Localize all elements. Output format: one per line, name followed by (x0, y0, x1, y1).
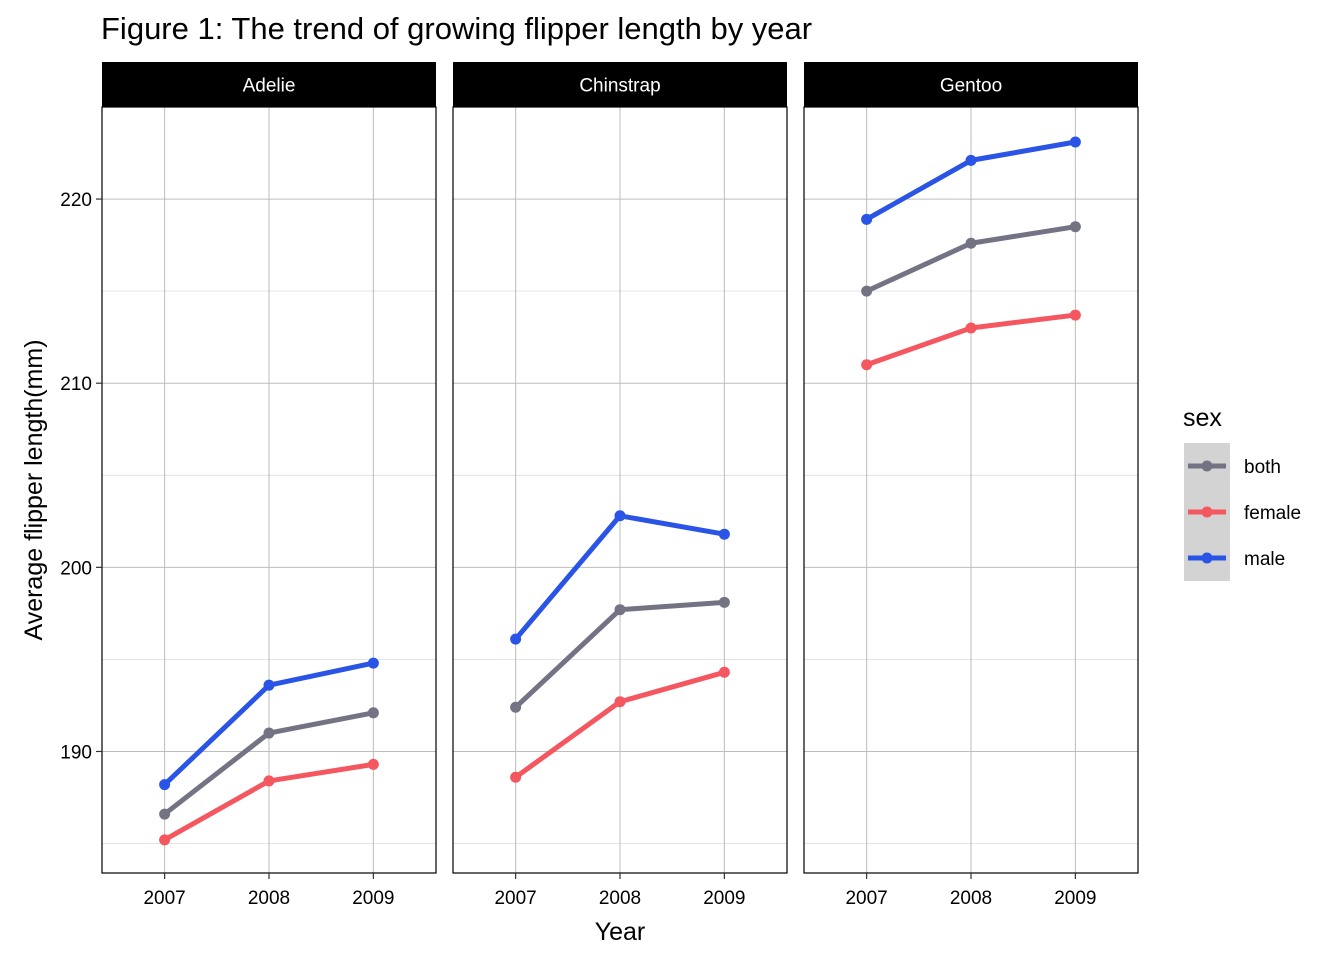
x-tick-label: 2007 (494, 888, 536, 909)
data-point-female (614, 696, 626, 708)
facet-panel-chinstrap: Chinstrap 2007 2008 2009 (452, 62, 788, 909)
data-point-female (965, 322, 977, 334)
chart-title: Figure 1: The trend of growing flipper l… (101, 11, 812, 46)
x-tick-label: 2009 (1054, 888, 1096, 909)
data-point-male (510, 633, 522, 645)
legend-label: female (1244, 503, 1301, 524)
legend-key-point (1201, 506, 1213, 518)
facet-panel-adelie: Adelie 2007 2008 2009 190 200 210 220 (60, 62, 437, 909)
data-point-female (510, 771, 522, 783)
data-point-both (510, 701, 522, 713)
y-tick-label: 220 (60, 190, 92, 211)
data-point-both (367, 707, 379, 719)
facet-strip-label: Adelie (243, 76, 296, 97)
data-point-male (159, 779, 171, 791)
x-tick-label: 2008 (599, 888, 641, 909)
y-tick-label: 200 (60, 558, 92, 579)
x-axis-title: Year (595, 918, 646, 946)
x-tick-label: 2008 (950, 888, 992, 909)
data-point-male (965, 154, 977, 166)
facet-panel-gentoo: Gentoo 2007 2008 2009 (803, 62, 1139, 909)
legend-title: sex (1183, 404, 1222, 432)
data-point-female (263, 775, 275, 787)
facet-strip (453, 62, 787, 107)
data-point-female (367, 758, 379, 770)
data-point-male (1069, 136, 1081, 148)
legend-label: both (1244, 457, 1281, 478)
legend-item-female: female (1188, 503, 1301, 524)
data-point-male (718, 528, 730, 540)
data-point-female (1069, 309, 1081, 321)
data-point-both (159, 808, 171, 820)
data-point-female (159, 834, 171, 846)
facet-strip (102, 62, 436, 107)
data-point-both (718, 596, 730, 608)
legend-key-point (1201, 460, 1213, 472)
legend-items: both female male (1188, 457, 1301, 570)
legend: sex both female male (1183, 404, 1301, 581)
legend-label: male (1244, 549, 1285, 570)
data-point-both (1069, 221, 1081, 233)
y-tick-label: 210 (60, 374, 92, 395)
legend-item-both: both (1188, 457, 1281, 478)
data-point-both (965, 237, 977, 249)
y-tick-label: 190 (60, 742, 92, 763)
data-point-female (718, 666, 730, 678)
y-axis-title: Average flipper length(mm) (20, 339, 48, 640)
data-point-male (861, 213, 873, 225)
data-point-both (861, 285, 873, 297)
x-tick-label: 2009 (352, 888, 394, 909)
x-tick-label: 2007 (845, 888, 887, 909)
x-tick-label: 2007 (143, 888, 185, 909)
data-point-female (861, 359, 873, 371)
legend-key-point (1201, 552, 1213, 564)
facet-strip (804, 62, 1138, 107)
data-point-both (614, 604, 626, 616)
data-point-male (263, 679, 275, 691)
data-point-male (367, 657, 379, 669)
facet-strip-label: Gentoo (940, 76, 1002, 97)
x-tick-label: 2009 (703, 888, 745, 909)
facet-strip-label: Chinstrap (579, 76, 660, 97)
data-point-both (263, 727, 275, 739)
x-tick-label: 2008 (248, 888, 290, 909)
data-point-male (614, 510, 626, 522)
legend-item-male: male (1188, 549, 1285, 570)
facet-panels: Adelie 2007 2008 2009 190 200 210 220 Chinstrap 2… (60, 62, 1139, 909)
